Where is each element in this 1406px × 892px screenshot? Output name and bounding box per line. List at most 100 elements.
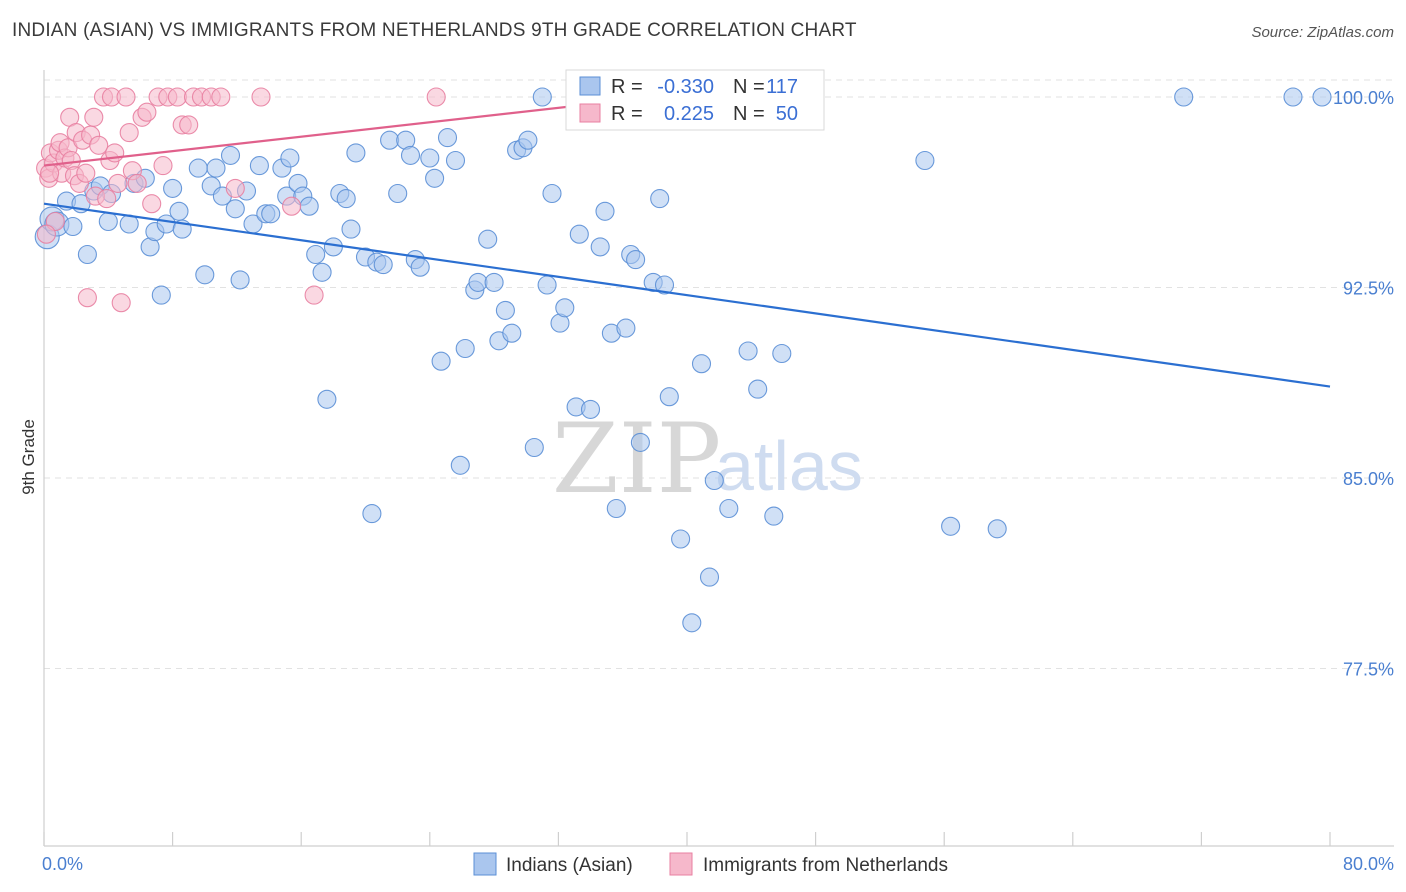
data-point — [555, 298, 575, 318]
legend-n-label-2: N = — [733, 103, 765, 125]
data-point — [524, 437, 544, 458]
data-point — [388, 183, 408, 204]
legend-swatch-pink — [579, 103, 601, 123]
trendlines — [43, 95, 1331, 388]
data-point — [362, 504, 382, 524]
y-tick-label: 85.0% — [1343, 469, 1394, 489]
data-point — [167, 87, 187, 107]
data-point — [116, 87, 136, 107]
data-point — [450, 455, 470, 475]
data-point — [764, 506, 784, 526]
y-tick-label: 100.0% — [1333, 88, 1394, 108]
data-point — [650, 189, 670, 209]
x-tick-label-max: 80.0% — [1343, 854, 1394, 874]
data-point — [40, 163, 60, 183]
trendline-indians-asian — [43, 202, 1331, 388]
data-point — [682, 613, 702, 633]
data-point — [179, 115, 199, 135]
data-point — [748, 379, 768, 399]
data-point — [304, 285, 324, 305]
data-point — [518, 130, 538, 150]
chart-title: INDIAN (ASIAN) VS IMMIGRANTS FROM NETHER… — [12, 20, 857, 41]
data-point — [249, 156, 269, 176]
legend-r-value-2: 0.225 — [664, 103, 714, 125]
data-point — [77, 244, 97, 265]
data-point — [373, 255, 393, 275]
legend-r-value-1: -0.330 — [657, 76, 714, 98]
data-point — [495, 300, 515, 320]
data-point — [36, 224, 56, 244]
data-point — [1312, 87, 1332, 107]
data-point — [420, 148, 440, 168]
data-point — [1283, 87, 1303, 107]
data-point — [312, 262, 332, 282]
data-point — [595, 201, 615, 221]
source-label: Source: ZipAtlas.com — [1251, 24, 1394, 41]
data-point — [410, 257, 430, 277]
data-point — [691, 354, 712, 374]
legend-r-label-2: R = — [611, 103, 643, 125]
data-point — [299, 196, 319, 216]
data-point — [626, 250, 646, 270]
bottom-legend-swatch-pink[interactable] — [669, 852, 693, 876]
data-point — [502, 323, 522, 343]
data-point — [195, 265, 215, 285]
data-point — [151, 285, 171, 305]
series-immigrants-netherlands — [36, 87, 446, 313]
x-tick-label-min: 0.0% — [42, 854, 83, 874]
x-ticks — [43, 832, 1331, 846]
data-point — [63, 216, 83, 237]
data-point — [915, 150, 935, 171]
bottom-legend-label-pink[interactable]: Immigrants from Netherlands — [703, 855, 948, 876]
data-point — [659, 387, 679, 407]
data-point — [251, 87, 271, 107]
data-point — [425, 168, 445, 188]
data-point — [445, 150, 466, 171]
data-point — [542, 183, 562, 204]
data-point — [346, 143, 366, 163]
data-point — [987, 519, 1007, 539]
data-point — [323, 237, 343, 257]
data-point — [400, 145, 421, 165]
gridlines — [44, 79, 1394, 669]
data-point — [108, 173, 128, 193]
data-point — [111, 293, 131, 313]
data-point — [616, 318, 636, 338]
data-point — [225, 199, 245, 219]
data-point — [137, 102, 157, 122]
data-point — [590, 237, 610, 257]
data-point — [127, 173, 147, 193]
data-point — [282, 196, 302, 216]
watermark: ZIP atlas — [552, 403, 863, 515]
data-point — [606, 498, 626, 519]
data-point — [380, 130, 400, 150]
y-tick-label: 92.5% — [1343, 279, 1394, 299]
data-point — [426, 87, 446, 107]
bottom-legend-swatch-blue[interactable] — [473, 852, 497, 876]
data-point — [437, 128, 458, 148]
legend-n-value-1: 117 — [766, 76, 798, 98]
y-tick-labels: 100.0% 92.5% 85.0% 77.5% — [1333, 88, 1394, 680]
data-point — [537, 275, 557, 295]
y-axis-title: 9th Grade — [19, 419, 38, 495]
bottom-legend-label-blue[interactable]: Indians (Asian) — [506, 855, 633, 876]
data-point — [153, 156, 173, 176]
data-point — [431, 351, 451, 371]
series-indians-asian — [34, 87, 1332, 633]
data-point — [468, 272, 488, 292]
data-point — [280, 148, 300, 168]
data-point — [225, 178, 245, 198]
data-point — [772, 343, 792, 364]
data-point — [76, 163, 96, 183]
data-point — [317, 389, 337, 409]
legend-box — [565, 69, 825, 131]
data-point — [220, 145, 241, 165]
legend-n-label-1: N = — [733, 76, 765, 98]
watermark-zip: ZIP — [552, 403, 721, 515]
series-legend: Indians (Asian) Immigrants from Netherla… — [473, 852, 948, 876]
data-point — [211, 87, 231, 107]
data-point — [306, 244, 326, 265]
data-point — [261, 204, 281, 224]
data-point — [169, 201, 189, 221]
